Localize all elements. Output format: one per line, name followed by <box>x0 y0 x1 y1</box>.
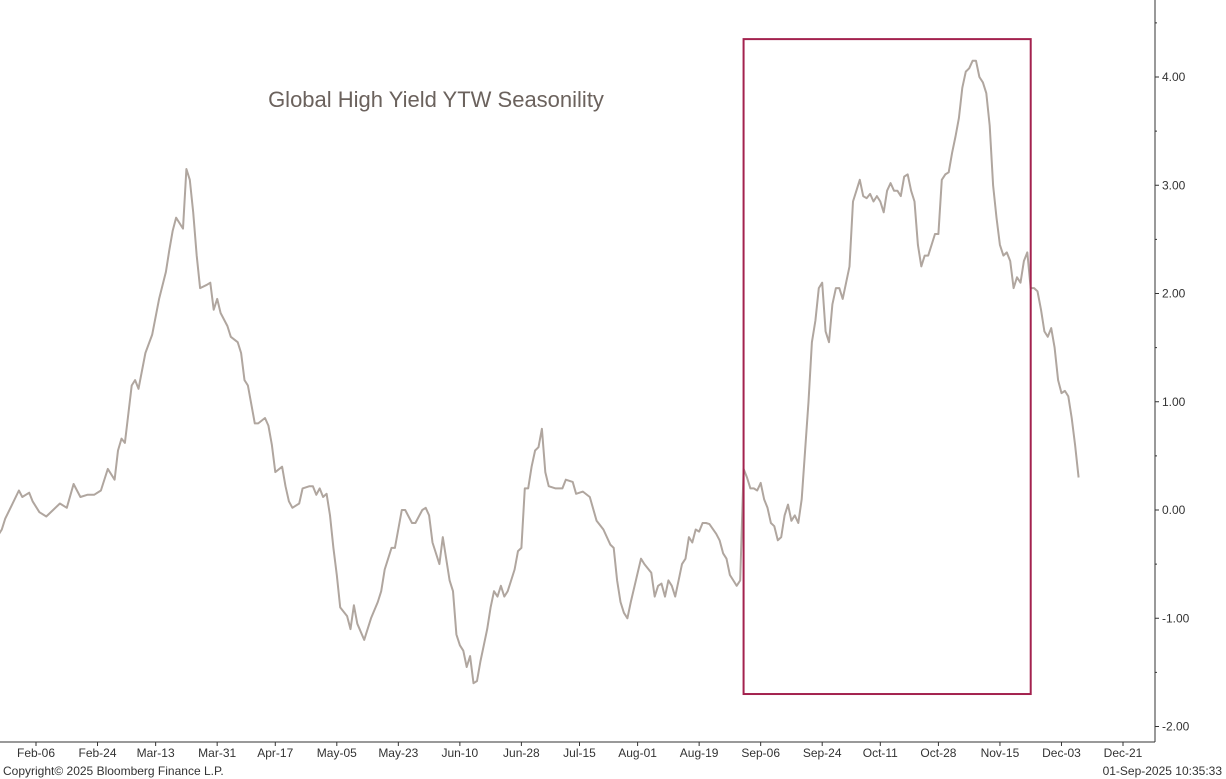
x-tick-label: Mar-13 <box>137 746 175 760</box>
x-tick-label: Nov-15 <box>981 746 1020 760</box>
y-tick-label: 2.00 <box>1162 287 1186 301</box>
x-axis: Feb-06 Feb-24 Mar-13 Mar-31 Apr-17 May-05 May-… <box>0 741 1155 760</box>
y-tick-label: 3.00 <box>1162 178 1186 192</box>
x-tick-label: Aug-19 <box>680 746 719 760</box>
x-tick-label: Oct-11 <box>863 746 898 760</box>
y-tick-label: 4.00 <box>1162 70 1186 84</box>
x-tick-label: Sep-06 <box>741 746 780 760</box>
y-axis: -2.00 -1.00 0.00 1.00 2.00 3.00 4.00 <box>1154 0 1190 742</box>
x-tick-label: Jun-10 <box>442 746 479 760</box>
x-tick-label: Oct-28 <box>920 746 956 760</box>
x-tick-label: May-23 <box>378 746 418 760</box>
y-tick-label: 0.00 <box>1162 503 1186 517</box>
y-tick-label: 1.00 <box>1162 395 1186 409</box>
x-tick-label: Sep-24 <box>803 746 842 760</box>
x-tick-label: Apr-17 <box>257 746 293 760</box>
series-line <box>0 59 1080 685</box>
timestamp-text: 01-Sep-2025 10:35:33 <box>1103 764 1223 778</box>
x-tick-label: Jul-15 <box>563 746 596 760</box>
x-tick-label: Jun-28 <box>503 746 540 760</box>
series-layer <box>0 59 1080 685</box>
y-tick-label: -1.00 <box>1162 611 1190 625</box>
x-tick-label: Aug-01 <box>618 746 657 760</box>
x-tick-label: Feb-24 <box>79 746 117 760</box>
copyright-text: Copyright© 2025 Bloomberg Finance L.P. <box>3 764 224 778</box>
highlight-box <box>742 38 1032 696</box>
x-tick-label: Feb-06 <box>17 746 55 760</box>
highlight-layer <box>742 38 1032 696</box>
x-tick-label: Dec-03 <box>1042 746 1081 760</box>
chart-title: Global High Yield YTW Seasonility <box>268 87 604 112</box>
x-tick-label: May-05 <box>317 746 357 760</box>
x-tick-label: Dec-21 <box>1104 746 1143 760</box>
y-tick-label: -2.00 <box>1162 720 1190 734</box>
x-tick-label: Mar-31 <box>198 746 236 760</box>
